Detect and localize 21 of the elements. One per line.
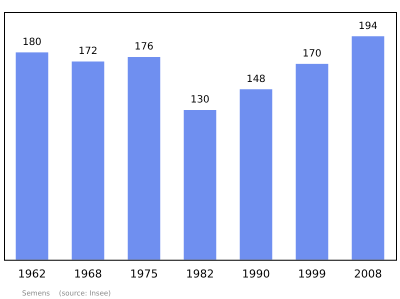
bar (240, 89, 272, 260)
x-tick-label: 1962 (18, 267, 46, 280)
data-label: 180 (22, 36, 42, 48)
data-label: 130 (190, 94, 210, 106)
x-tick-label: 1999 (298, 267, 326, 280)
data-label: 176 (134, 42, 154, 53)
data-label: 170 (302, 48, 322, 60)
bar (352, 36, 384, 260)
x-tick-label: 2008 (354, 267, 382, 280)
x-tick-label: 1968 (74, 267, 102, 280)
data-label: 194 (358, 20, 378, 32)
x-tick-label: 1990 (242, 267, 270, 280)
bar (184, 110, 216, 260)
bar (296, 64, 328, 260)
bar (72, 62, 104, 260)
bar (16, 52, 48, 260)
data-label: 172 (78, 46, 98, 58)
bar (128, 56, 160, 260)
data-label: 148 (246, 74, 266, 85)
x-tick-label: 1975 (130, 267, 158, 280)
x-tick-label: 1982 (186, 267, 214, 280)
